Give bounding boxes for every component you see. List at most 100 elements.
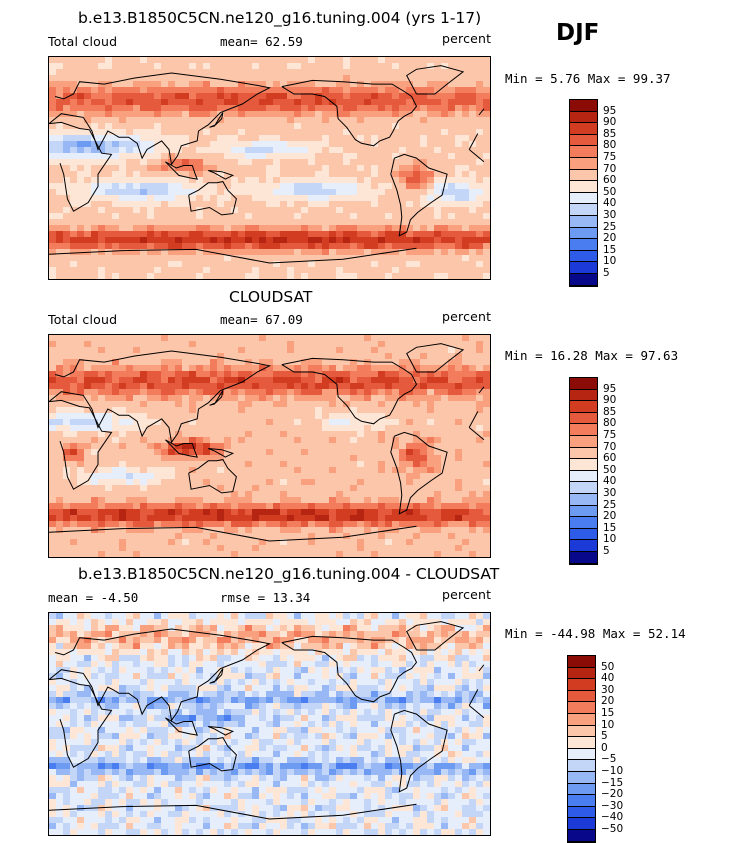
contour-cell (147, 147, 155, 154)
colorbar-swatch (570, 135, 597, 147)
contour-cell (294, 551, 302, 557)
contour-cell (455, 171, 463, 178)
contour-cell (420, 521, 428, 528)
contour-cell (462, 81, 470, 88)
contour-cell (364, 207, 372, 214)
contour-cell (476, 87, 484, 94)
contour-cell (252, 631, 260, 638)
contour-cell (476, 347, 484, 354)
contour-cell (98, 195, 106, 202)
contour-cell (252, 443, 260, 450)
contour-cell (441, 515, 449, 522)
contour-cell (280, 111, 288, 118)
contour-cell (476, 509, 484, 516)
contour-cell (56, 359, 64, 366)
contour-cell (70, 527, 78, 534)
contour-cell (273, 425, 281, 432)
contour-cell (98, 117, 106, 124)
contour-cell (245, 267, 253, 274)
contour-cell (476, 461, 484, 468)
contour-cell (147, 449, 155, 456)
contour-cell (245, 105, 253, 112)
contour-cell (49, 359, 57, 366)
contour-cell (98, 455, 106, 462)
contour-cell (413, 455, 421, 462)
contour-cell (301, 613, 309, 620)
contour-cell (84, 63, 92, 70)
contour-cell (371, 63, 379, 70)
contour-cell (105, 539, 113, 546)
contour-cell (189, 87, 197, 94)
contour-cell (301, 419, 309, 426)
contour-cell (371, 135, 379, 142)
contour-cell (203, 383, 211, 390)
contour-cell (63, 117, 71, 124)
contour-cell (154, 207, 162, 214)
contour-cell (336, 551, 344, 557)
contour-cell (252, 515, 260, 522)
contour-cell (231, 75, 239, 82)
contour-cell (427, 183, 435, 190)
contour-cell (56, 353, 64, 360)
contour-cell (196, 273, 204, 279)
contour-cell (392, 99, 400, 106)
contour-cell (483, 57, 490, 64)
contour-cell (420, 401, 428, 408)
contour-cell (357, 261, 365, 268)
contour-cell (483, 383, 490, 390)
contour-cell (224, 347, 232, 354)
contour-cell (56, 503, 64, 510)
contour-cell (273, 267, 281, 274)
contour-cell (483, 267, 490, 274)
contour-cell (231, 249, 239, 256)
contour-cell (252, 431, 260, 438)
contour-cell (112, 461, 120, 468)
contour-cell (196, 87, 204, 94)
contour-cell (196, 219, 204, 226)
contour-cell (413, 111, 421, 118)
contour-cell (133, 467, 141, 474)
contour-cell (385, 123, 393, 130)
contour-cell (427, 437, 435, 444)
contour-cell (133, 371, 141, 378)
contour-cell (462, 509, 470, 516)
contour-cell (378, 165, 386, 172)
contour-cell (343, 189, 351, 196)
contour-cell (483, 105, 490, 112)
contour-cell (273, 509, 281, 516)
contour-cell (70, 81, 78, 88)
contour-cell (49, 389, 57, 396)
contour-cell (49, 141, 57, 148)
contour-cell (448, 395, 456, 402)
contour-cell (224, 261, 232, 268)
contour-cell (252, 183, 260, 190)
contour-cell (315, 485, 323, 492)
contour-cell (357, 87, 365, 94)
contour-cell (448, 533, 456, 540)
contour-cell (308, 341, 316, 348)
contour-cell (77, 129, 85, 136)
contour-cell (147, 195, 155, 202)
contour-cell (91, 165, 99, 172)
contour-cell (413, 195, 421, 202)
contour-cell (133, 171, 141, 178)
contour-cell (385, 225, 393, 232)
contour-cell (140, 545, 148, 552)
contour-cell (371, 383, 379, 390)
contour-cell (168, 413, 176, 420)
contour-cell (385, 625, 393, 632)
contour-cell (357, 485, 365, 492)
contour-cell (343, 93, 351, 100)
contour-cell (378, 87, 386, 94)
contour-cell (259, 105, 267, 112)
contour-cell (133, 521, 141, 528)
contour-cell (294, 273, 302, 279)
contour-cell (434, 69, 442, 76)
contour-cell (203, 365, 211, 372)
contour-cell (399, 57, 407, 64)
contour-cell (343, 171, 351, 178)
contour-cell (357, 123, 365, 130)
contour-cell (119, 431, 127, 438)
contour-cell (196, 335, 204, 342)
contour-cell (357, 171, 365, 178)
